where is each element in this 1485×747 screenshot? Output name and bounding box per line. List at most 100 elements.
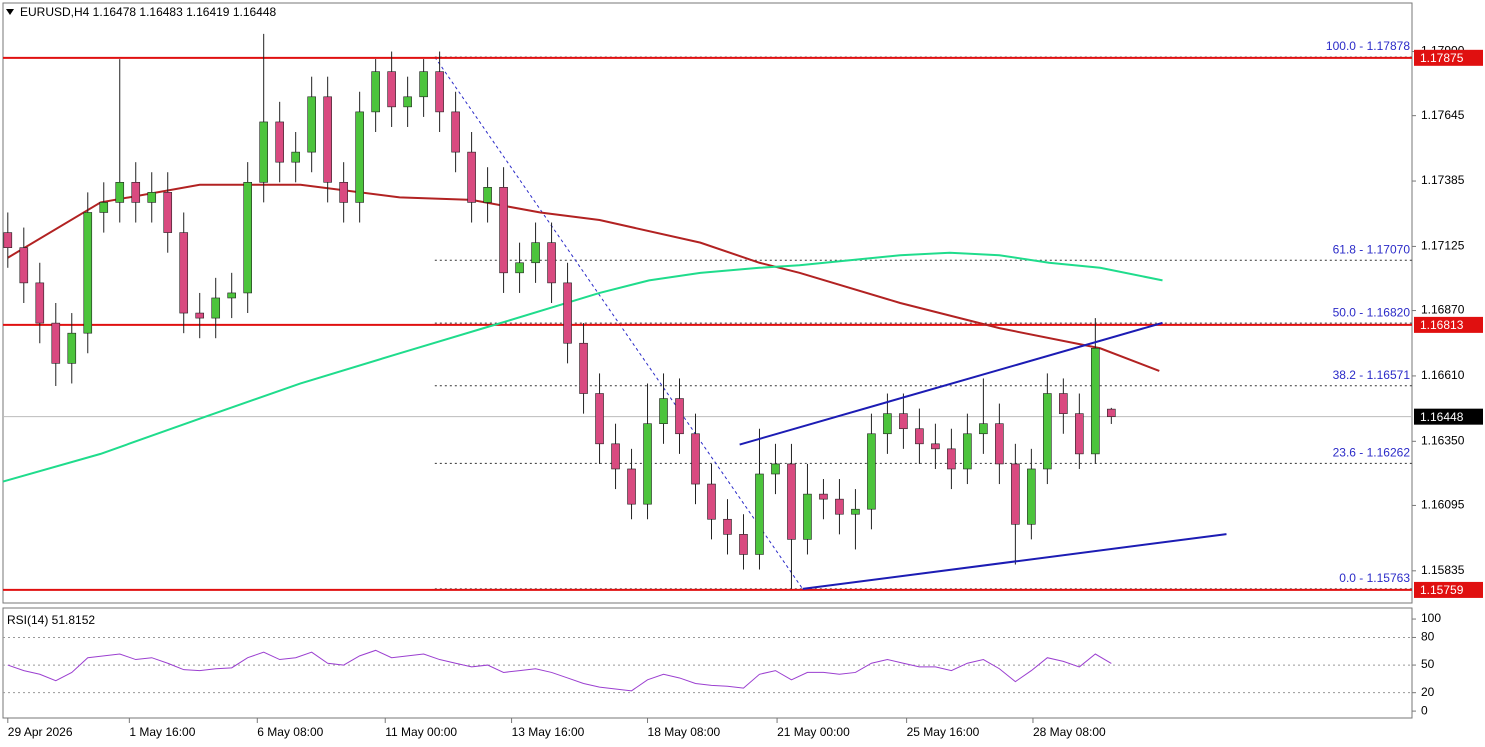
candle-body bbox=[643, 423, 652, 505]
candle-body bbox=[755, 473, 764, 555]
fib-label: 100.0 - 1.17878 bbox=[1326, 39, 1410, 53]
candle-body bbox=[419, 71, 428, 98]
candle-body bbox=[803, 493, 812, 540]
x-tick-label: 11 May 00:00 bbox=[385, 725, 457, 739]
current-price-box bbox=[1414, 408, 1483, 425]
candle-body bbox=[227, 292, 237, 299]
y-tick-label: 50 bbox=[1421, 657, 1435, 671]
price-label: 1.16813 bbox=[1420, 318, 1464, 332]
y-tick-label: 100 bbox=[1421, 611, 1441, 625]
fib-label: 0.0 - 1.15763 bbox=[1339, 571, 1410, 585]
x-tick-label: 6 May 08:00 bbox=[257, 725, 323, 739]
trendline bbox=[802, 533, 1227, 590]
y-tick-label: 1.16870 bbox=[1421, 303, 1465, 317]
candle-body bbox=[51, 322, 61, 364]
candle-body bbox=[451, 111, 460, 153]
y-tick-label: 1.16095 bbox=[1421, 498, 1465, 512]
y-tick-label: 1.17385 bbox=[1421, 173, 1465, 187]
candle-body bbox=[787, 463, 796, 540]
candle-body bbox=[499, 187, 508, 274]
x-tick-label: 18 May 08:00 bbox=[648, 725, 721, 739]
candle-body bbox=[3, 232, 13, 248]
y-tick-label: 1.15835 bbox=[1421, 563, 1465, 577]
x-tick-label: 1 May 16:00 bbox=[129, 725, 195, 739]
y-tick-label: 1.16350 bbox=[1421, 433, 1465, 447]
candle-body bbox=[99, 202, 109, 213]
candle-body bbox=[515, 262, 524, 274]
candle-body bbox=[819, 493, 828, 500]
candle-body bbox=[19, 247, 29, 284]
candle-body bbox=[435, 71, 444, 113]
price-label-box bbox=[1414, 316, 1483, 333]
candle-body bbox=[179, 232, 189, 314]
trendline bbox=[739, 321, 1163, 446]
candle-body bbox=[131, 181, 141, 203]
candle-body bbox=[995, 423, 1004, 465]
candle-body bbox=[1091, 347, 1100, 455]
y-tick-label: 20 bbox=[1421, 685, 1435, 699]
candle-body bbox=[675, 398, 684, 435]
x-tick-label: 21 May 00:00 bbox=[777, 725, 850, 739]
candle-body bbox=[915, 428, 924, 445]
candle-body bbox=[147, 192, 157, 203]
price-label: 1.15759 bbox=[1420, 583, 1464, 597]
candle-body bbox=[163, 192, 173, 233]
candle-body bbox=[963, 433, 972, 470]
candle-body bbox=[771, 463, 780, 475]
candle-body bbox=[35, 282, 45, 324]
candle-body bbox=[211, 297, 221, 319]
candle-body bbox=[259, 121, 268, 183]
candle-body bbox=[115, 181, 125, 203]
y-tick-label: 1.17125 bbox=[1421, 239, 1465, 253]
candle-body bbox=[323, 96, 332, 183]
candle-body bbox=[579, 342, 588, 394]
y-tick-label: 1.16610 bbox=[1421, 368, 1465, 382]
rsi-panel bbox=[2, 607, 1413, 719]
candle-body bbox=[707, 483, 716, 520]
candle-body bbox=[947, 448, 956, 470]
candle-body bbox=[659, 398, 668, 425]
candle-body bbox=[563, 282, 572, 344]
price-label-box bbox=[1414, 581, 1483, 598]
candle-body bbox=[1059, 393, 1068, 414]
y-tick-label: 80 bbox=[1421, 630, 1435, 644]
x-tick-label: 29 Apr 2026 bbox=[8, 725, 73, 739]
candle-body bbox=[611, 443, 620, 470]
candle-body bbox=[627, 468, 636, 505]
candle-body bbox=[467, 151, 476, 203]
candle-body bbox=[531, 242, 540, 264]
candle-body bbox=[547, 242, 556, 284]
candle-body bbox=[595, 393, 604, 445]
candle-body bbox=[371, 71, 380, 113]
candle-body bbox=[739, 534, 748, 555]
x-tick-label: 28 May 08:00 bbox=[1033, 725, 1106, 739]
x-tick-label: 25 May 16:00 bbox=[907, 725, 980, 739]
candle-body bbox=[275, 121, 284, 163]
candle-body bbox=[835, 498, 844, 515]
candle-body bbox=[1027, 468, 1036, 525]
candle-body bbox=[691, 433, 700, 485]
y-tick-label: 0 bbox=[1421, 703, 1428, 717]
candle-body bbox=[931, 443, 940, 450]
menu-arrow[interactable] bbox=[6, 9, 14, 15]
candle-body bbox=[867, 433, 876, 510]
candle-body bbox=[1043, 393, 1052, 470]
fib-label: 50.0 - 1.16820 bbox=[1333, 305, 1411, 319]
current-price-label: 1.16448 bbox=[1420, 410, 1464, 424]
candle-body bbox=[195, 312, 205, 319]
candle-body bbox=[339, 181, 348, 203]
candle-body bbox=[899, 413, 908, 430]
candle-body bbox=[67, 332, 77, 364]
fib-label: 61.8 - 1.17070 bbox=[1333, 242, 1411, 256]
candle-body bbox=[483, 187, 492, 203]
candle-body bbox=[1011, 463, 1020, 525]
candle-body bbox=[83, 212, 93, 334]
candle-body bbox=[403, 96, 412, 108]
price-panel bbox=[2, 2, 1413, 604]
y-tick-label: 1.17645 bbox=[1421, 108, 1465, 122]
fib-label: 38.2 - 1.16571 bbox=[1333, 368, 1411, 382]
candle-body bbox=[243, 181, 252, 294]
candle-body bbox=[387, 71, 396, 108]
